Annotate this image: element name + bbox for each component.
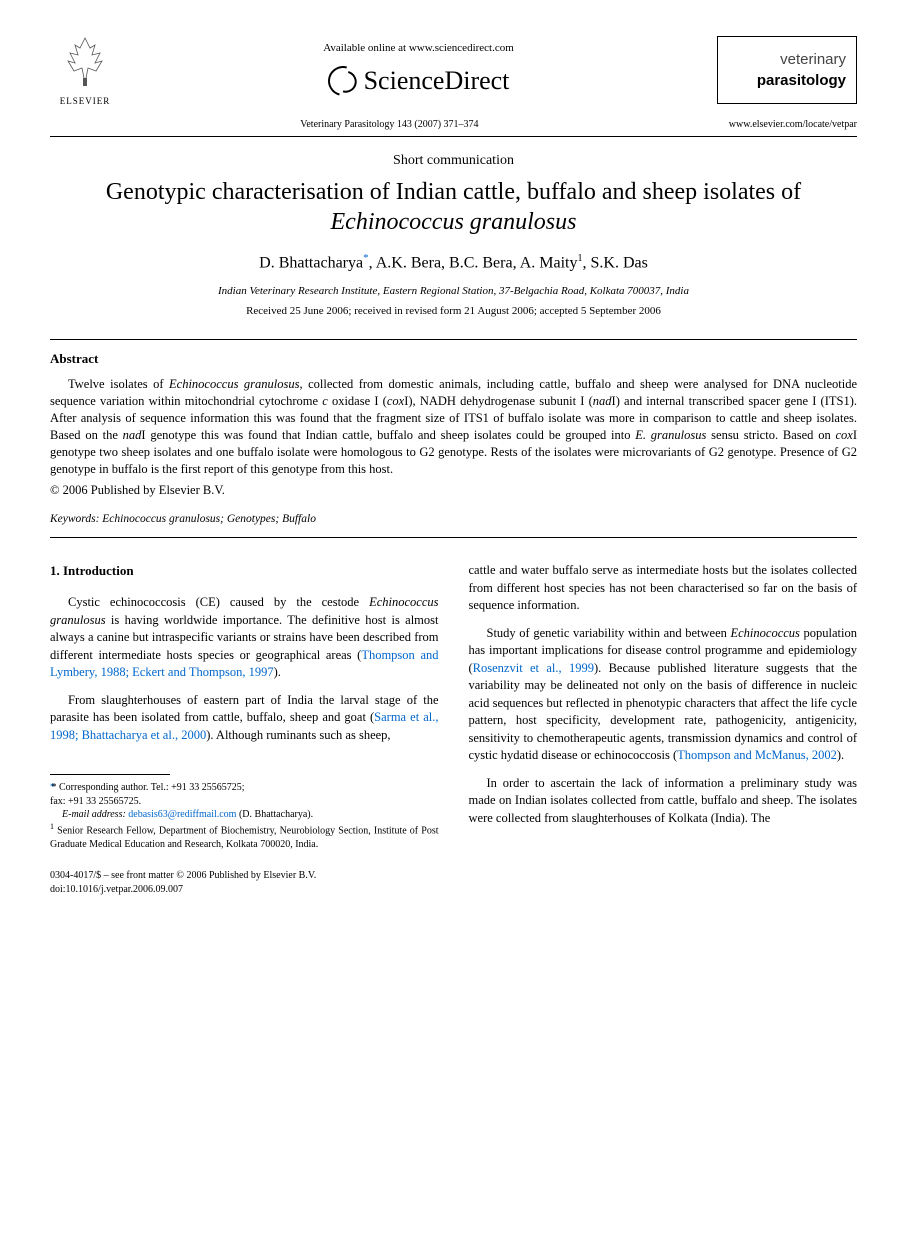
p1c: ). (274, 665, 281, 679)
footnote-rule (50, 774, 170, 775)
email-suffix: (D. Bhattacharya). (236, 809, 313, 820)
abs-it7: cox (835, 428, 852, 442)
abs-t3: oxidase I ( (328, 394, 387, 408)
footnote-1: 1 Senior Research Fellow, Department of … (50, 822, 439, 851)
title-text: Genotypic characterisation of Indian cat… (106, 179, 801, 205)
abs-t6: I genotype this was found that Indian ca… (141, 428, 635, 442)
abs-t4: I), NADH dehydrogenase subunit I ( (404, 394, 593, 408)
elsevier-logo: ELSEVIER (50, 30, 120, 110)
para-2: From slaughterhouses of eastern part of … (50, 692, 439, 745)
abstract-heading: Abstract (50, 350, 857, 368)
citation-row: Veterinary Parasitology 143 (2007) 371–3… (50, 118, 857, 132)
fn1-text: Senior Research Fellow, Department of Bi… (50, 825, 439, 850)
bottom-meta: 0304-4017/$ – see front matter © 2006 Pu… (50, 869, 857, 897)
title-species: Echinococcus granulosus (331, 209, 577, 235)
abs-it1: Echinococcus granulosus (169, 377, 299, 391)
locate-url: www.elsevier.com/locate/vetpar (729, 118, 857, 132)
abs-it4: nad (593, 394, 612, 408)
abstract-bottom-rule (50, 537, 857, 538)
abstract-body: Twelve isolates of Echinococcus granulos… (50, 376, 857, 477)
p4c: ). Because published literature suggests… (469, 661, 858, 763)
header-row: ELSEVIER Available online at www.science… (50, 30, 857, 110)
footnotes: * * Corresponding author. Tel.: +91 33 2… (50, 781, 439, 851)
keywords-line: Keywords: Echinococcus granulosus; Genot… (50, 511, 857, 527)
citation-text: Veterinary Parasitology 143 (2007) 371–3… (50, 118, 729, 132)
email-line: E-mail address: debasis63@rediffmail.com… (50, 808, 439, 822)
p4d: ). (837, 748, 844, 762)
corr-label: * Corresponding author. Tel.: +91 33 255… (52, 782, 245, 793)
email-label: E-mail address: (62, 809, 126, 820)
keywords-label: Keywords: (50, 513, 99, 525)
sciencedirect-swoosh-icon (322, 60, 363, 101)
abs-it5: nad (123, 428, 142, 442)
right-column: cattle and water buffalo serve as interm… (469, 562, 858, 851)
available-online-text: Available online at www.sciencedirect.co… (120, 41, 717, 56)
sciencedirect-text: ScienceDirect (364, 63, 510, 99)
section-1-head: 1. Introduction (50, 562, 439, 580)
abs-t1: Twelve isolates of (68, 377, 169, 391)
p1a: Cystic echinococcosis (CE) caused by the… (68, 595, 369, 609)
issn-line: 0304-4017/$ – see front matter © 2006 Pu… (50, 869, 857, 883)
article-type: Short communication (50, 151, 857, 171)
authors-line: D. Bhattacharya*, A.K. Bera, B.C. Bera, … (50, 251, 857, 275)
authors-mid: , A.K. Bera, B.C. Bera, A. Maity (369, 254, 578, 271)
journal-name-line1: veterinary (728, 49, 846, 70)
journal-name-line2: parasitology (728, 70, 846, 91)
authors-last: , S.K. Das (582, 254, 647, 271)
body-columns: 1. Introduction Cystic echinococcosis (C… (50, 562, 857, 851)
sciencedirect-logo: ScienceDirect (120, 63, 717, 99)
citation-link-4[interactable]: Thompson and McManus, 2002 (677, 748, 837, 762)
doi-line: doi:10.1016/j.vetpar.2006.09.007 (50, 883, 857, 897)
para-4: Study of genetic variability within and … (469, 625, 858, 765)
email-link[interactable]: debasis63@rediffmail.com (126, 809, 237, 820)
author-1: D. Bhattacharya (259, 254, 363, 271)
para-5: In order to ascertain the lack of inform… (469, 775, 858, 828)
abstract-copyright: © 2006 Published by Elsevier B.V. (50, 482, 857, 500)
abs-it6: E. granulosus (635, 428, 706, 442)
left-column: 1. Introduction Cystic echinococcosis (C… (50, 562, 439, 851)
header-rule (50, 136, 857, 137)
p4it: Echinococcus (730, 626, 799, 640)
para-3: cattle and water buffalo serve as interm… (469, 562, 858, 615)
journal-cover-box: veterinary parasitology (717, 36, 857, 104)
header-center: Available online at www.sciencedirect.co… (120, 41, 717, 99)
para-1: Cystic echinococcosis (CE) caused by the… (50, 594, 439, 682)
p4a: Study of genetic variability within and … (487, 626, 731, 640)
abstract-top-rule (50, 339, 857, 340)
elsevier-tree-icon (60, 33, 110, 95)
corr-author-note: * * Corresponding author. Tel.: +91 33 2… (50, 781, 439, 795)
abs-t7: sensu stricto. Based on (706, 428, 835, 442)
keywords-text: Echinococcus granulosus; Genotypes; Buff… (99, 513, 316, 525)
p2b: ). Although ruminants such as sheep, (206, 728, 390, 742)
citation-link-3[interactable]: Rosenzvit et al., 1999 (473, 661, 594, 675)
article-dates: Received 25 June 2006; received in revis… (50, 304, 857, 319)
fax-line: fax: +91 33 25565725. (50, 795, 439, 809)
abs-it3: cox (387, 394, 404, 408)
affiliation: Indian Veterinary Research Institute, Ea… (50, 284, 857, 299)
elsevier-label: ELSEVIER (60, 95, 111, 108)
article-title: Genotypic characterisation of Indian cat… (50, 177, 857, 237)
